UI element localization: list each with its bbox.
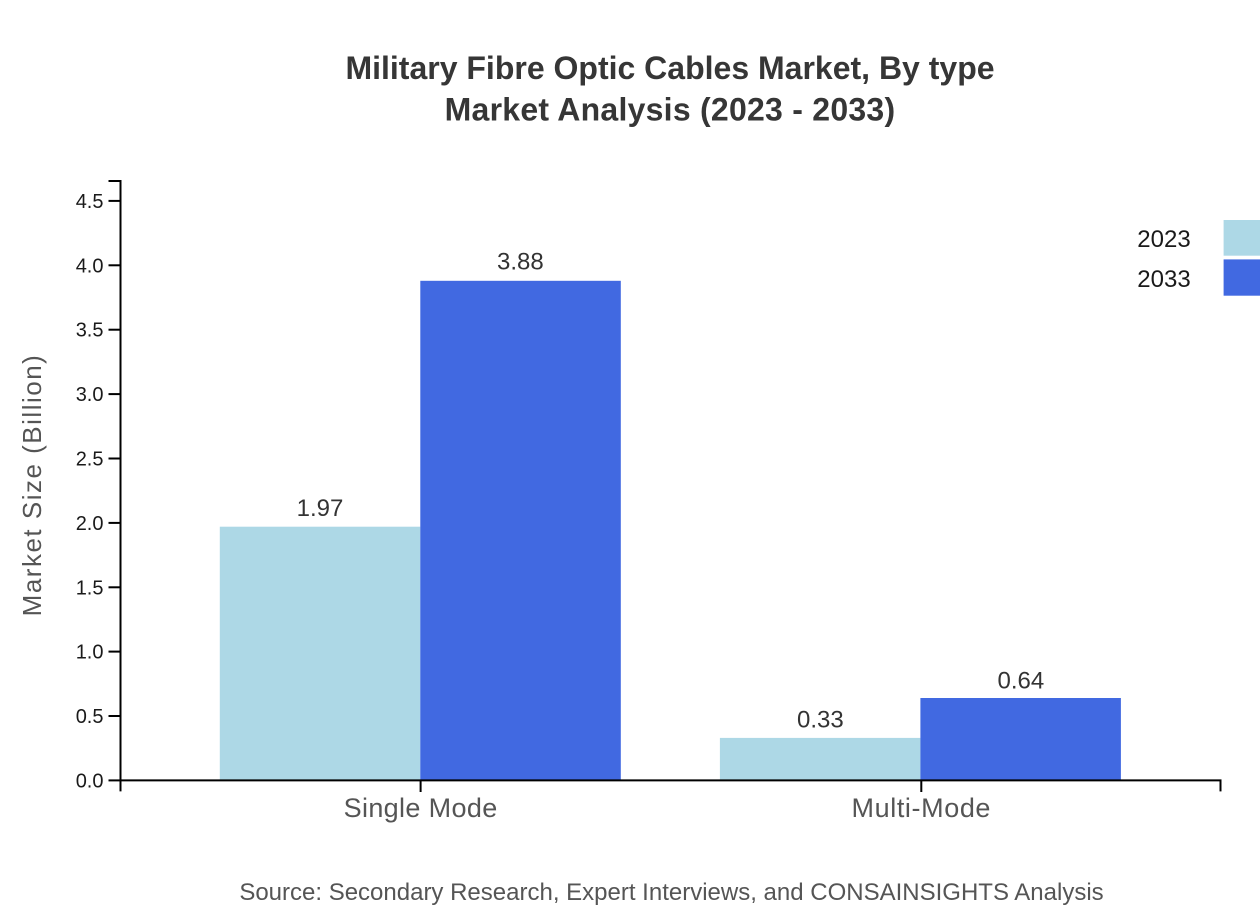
svg-text:0.33: 0.33 bbox=[797, 706, 844, 733]
svg-text:0.5: 0.5 bbox=[76, 706, 104, 728]
svg-text:Military Fibre Optic Cables Ma: Military Fibre Optic Cables Market, By t… bbox=[345, 50, 994, 86]
svg-text:3.88: 3.88 bbox=[497, 249, 544, 276]
svg-text:Source: Secondary Research, Ex: Source: Secondary Research, Expert Inter… bbox=[239, 879, 1103, 906]
svg-text:4.0: 4.0 bbox=[76, 255, 104, 277]
svg-text:2023: 2023 bbox=[1137, 226, 1190, 253]
svg-text:Multi-Mode: Multi-Mode bbox=[852, 793, 992, 823]
svg-text:1.97: 1.97 bbox=[297, 495, 344, 522]
svg-text:0.64: 0.64 bbox=[998, 667, 1045, 694]
svg-text:3.0: 3.0 bbox=[76, 384, 104, 406]
svg-text:2033: 2033 bbox=[1137, 266, 1190, 293]
svg-text:Market Analysis (2023 - 2033): Market Analysis (2023 - 2033) bbox=[445, 91, 896, 127]
svg-text:0.0: 0.0 bbox=[76, 770, 104, 792]
svg-text:Market Size (Billion): Market Size (Billion) bbox=[17, 354, 47, 617]
svg-text:3.5: 3.5 bbox=[76, 320, 104, 342]
svg-text:1.0: 1.0 bbox=[76, 642, 104, 664]
svg-text:1.5: 1.5 bbox=[76, 577, 104, 599]
svg-text:Single Mode: Single Mode bbox=[344, 793, 498, 823]
svg-text:4.5: 4.5 bbox=[76, 191, 104, 213]
svg-text:2.0: 2.0 bbox=[76, 513, 104, 535]
svg-text:2.5: 2.5 bbox=[76, 449, 104, 471]
